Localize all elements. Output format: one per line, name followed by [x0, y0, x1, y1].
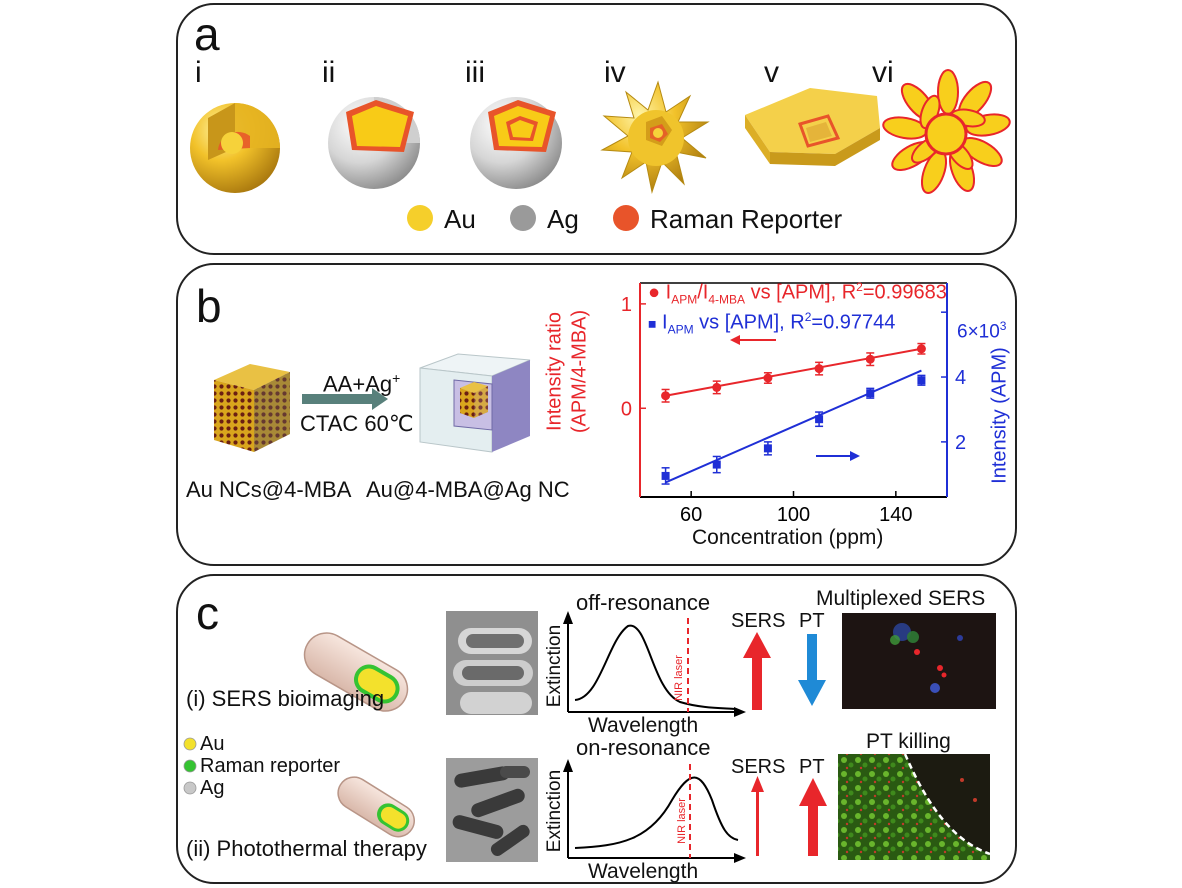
numeral-iii: iii [465, 56, 485, 89]
ag-shell-nanocube-icon [419, 353, 531, 453]
au-nanocube-icon [214, 364, 290, 452]
sers-up-arrow-large-icon [743, 632, 771, 710]
row1-xlabel: Wavelength [588, 714, 699, 737]
caption-au-ag-nc: Au@4-MBA@Ag NC [366, 477, 570, 502]
legend-label-raman: Raman Reporter [650, 204, 843, 234]
legend-red-prefix: I [665, 281, 672, 304]
panel-c-label: c [196, 587, 219, 639]
nanoparticle-ii-icon [328, 97, 420, 189]
row2-sers-label: SERS [731, 756, 786, 778]
pt-up-arrow-large-icon [799, 778, 827, 856]
caption-au-ncs: Au NCs@4-MBA [186, 477, 352, 502]
c-legend-label-au: Au [200, 733, 225, 755]
nanoparticle-iii-icon [470, 97, 562, 189]
numeral-vi: vi [872, 56, 894, 89]
reaction-bottom-label: CTAC 60℃ [300, 411, 414, 436]
c-legend-dot-ag [183, 781, 197, 795]
row1-title: off-resonance [576, 590, 711, 615]
numeral-iv: iv [604, 56, 626, 89]
row2-ylabel: Extinction [544, 769, 565, 853]
nanoparticle-v-icon [745, 88, 880, 166]
legend-red-dot-icon: ● [648, 281, 661, 304]
legend-blue-prefix: I [662, 311, 668, 334]
legend-label-au: Au [444, 204, 476, 234]
row2-image-title: PT killing [866, 730, 951, 753]
row1-pt-label: PT [799, 610, 825, 632]
sers-up-arrow-thin-icon [751, 776, 764, 856]
chart-legend-blue: ■ IAPM vs [APM], R2=0.97744 [648, 310, 895, 337]
right-top-tick-base: 6×10 [957, 321, 1000, 343]
reaction-top-text: AA+Ag [323, 371, 393, 397]
legend-blue-suffix: vs [APM], R [693, 311, 805, 334]
nanorod-large-icon [303, 632, 409, 712]
row1-ylabel: Extinction [544, 624, 565, 708]
row1-laser-label: NIR laser [673, 655, 685, 701]
nanorod-small-icon [337, 776, 415, 838]
chart-legend-red: ● IAPM/I4-MBA vs [APM], R2=0.99683 [648, 280, 947, 307]
row2-pt-label: PT [799, 756, 825, 778]
row2-xlabel: Wavelength [588, 860, 699, 883]
legend-red-mid: /I [697, 281, 709, 304]
nanoparticle-iv-icon [600, 80, 710, 194]
right-axis-top-tick: 6×103 [957, 319, 1006, 343]
row2-caption: (ii) Photothermal therapy [186, 836, 427, 861]
legend-blue-square-icon: ■ [648, 315, 657, 332]
nanoparticle-i-icon [190, 103, 280, 193]
extinction-plot-1 [563, 611, 746, 717]
reaction-top-label: AA+Ag+ [323, 370, 400, 397]
c-legend-dot-au [183, 737, 197, 751]
legend-red-suffix: vs [APM], R [745, 281, 857, 304]
legend-red-sub: APM [671, 292, 698, 307]
pt-down-arrow-blue-icon [798, 634, 826, 706]
tem-image-2 [446, 758, 538, 862]
c-legend-dot-raman [183, 759, 197, 773]
pt-killing-image [838, 753, 991, 860]
panel-b-illustrations [214, 353, 531, 453]
panel-a-illustrations [190, 69, 1011, 231]
numeral-v: v [764, 56, 779, 89]
legend-label-ag: Ag [547, 204, 579, 234]
legend-red-sub2: 4-MBA [708, 292, 746, 307]
chart-xlabel: Concentration (ppm) [692, 526, 884, 549]
numeral-ii: ii [322, 56, 336, 89]
reaction-top-sup: + [392, 370, 401, 386]
nanoparticle-vi-icon [882, 69, 1011, 194]
sers-image-1 [842, 613, 996, 709]
legend-dot-raman [613, 205, 639, 231]
reaction-arrow-icon [302, 388, 388, 410]
c-legend-label-ag: Ag [200, 777, 225, 799]
row2-laser-label: NIR laser [676, 798, 688, 844]
row1-sers-label: SERS [731, 610, 786, 632]
legend-dot-ag [510, 205, 536, 231]
tem-image-1 [446, 611, 538, 715]
c-legend-label-raman: Raman reporter [200, 755, 341, 777]
row2-title: on-resonance [576, 735, 711, 760]
legend-blue-value: =0.97744 [811, 311, 896, 334]
right-top-tick-exp: 3 [999, 319, 1007, 333]
numeral-i: i [195, 56, 202, 89]
panel-a-label: a [194, 8, 220, 60]
legend-red-sup: 2 [856, 280, 863, 294]
row1-caption: (i) SERS bioimaging [186, 686, 385, 711]
row1-image-title: Multiplexed SERS [816, 587, 986, 610]
legend-red-value: =0.99683 [862, 281, 947, 304]
legend-blue-sup: 2 [804, 310, 812, 324]
legend-dot-au [407, 205, 433, 231]
panel-b-label: b [196, 280, 222, 332]
legend-blue-sub: APM [667, 322, 694, 337]
extinction-plot-2 [563, 759, 746, 863]
